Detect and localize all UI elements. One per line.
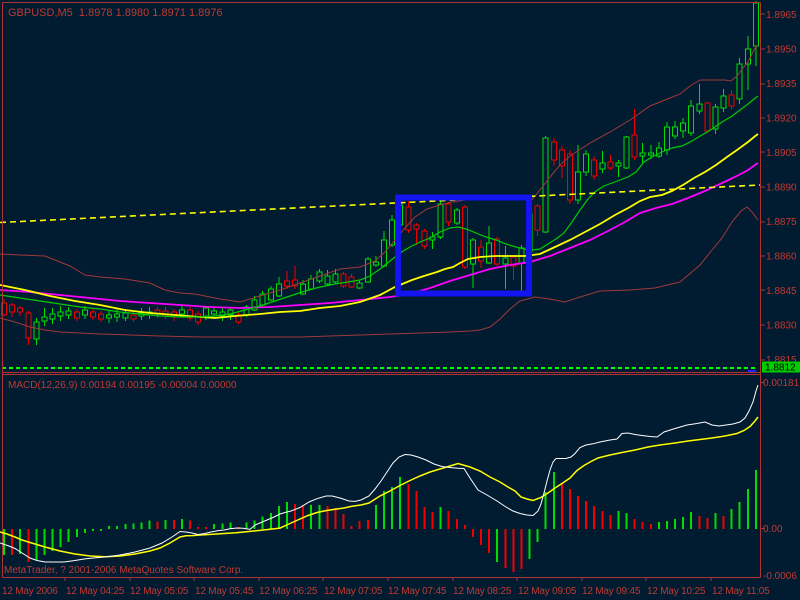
svg-text:1.8830: 1.8830 bbox=[766, 321, 797, 332]
svg-text:0.00181: 0.00181 bbox=[763, 378, 800, 389]
svg-text:12 May 11:05: 12 May 11:05 bbox=[712, 586, 770, 597]
svg-text:1.8875: 1.8875 bbox=[766, 217, 797, 228]
svg-text:12 May 06:25: 12 May 06:25 bbox=[259, 586, 318, 597]
svg-text:0.00: 0.00 bbox=[763, 524, 783, 535]
svg-text:12 May 07:45: 12 May 07:45 bbox=[388, 586, 447, 597]
svg-text:12 May 09:05: 12 May 09:05 bbox=[518, 586, 577, 597]
svg-text:12 May 05:45: 12 May 05:45 bbox=[195, 586, 254, 597]
svg-text:GBPUSD,M5 1.8978 1.8980 1.897: GBPUSD,M5 1.8978 1.8980 1.8971 1.8976 bbox=[8, 7, 223, 19]
svg-text:12 May 07:05: 12 May 07:05 bbox=[324, 586, 383, 597]
svg-text:MACD(12,26,9) 0.00194 0.00195: MACD(12,26,9) 0.00194 0.00195 -0.00004 0… bbox=[8, 380, 237, 391]
svg-text:12 May 04:25: 12 May 04:25 bbox=[66, 586, 125, 597]
svg-text:12 May 2006: 12 May 2006 bbox=[2, 586, 58, 597]
svg-text:12 May 05:05: 12 May 05:05 bbox=[130, 586, 189, 597]
svg-text:12 May 10:25: 12 May 10:25 bbox=[647, 586, 706, 597]
svg-text:-0.0006: -0.0006 bbox=[763, 571, 797, 582]
svg-text:1.8950: 1.8950 bbox=[766, 45, 797, 56]
svg-text:12 May 09:45: 12 May 09:45 bbox=[582, 586, 641, 597]
svg-text:1.8920: 1.8920 bbox=[766, 114, 797, 125]
svg-text:1.8905: 1.8905 bbox=[766, 148, 797, 159]
svg-text:1.8965: 1.8965 bbox=[766, 10, 797, 21]
svg-text:1.8815: 1.8815 bbox=[766, 355, 797, 366]
svg-text:1.8890: 1.8890 bbox=[766, 183, 797, 194]
svg-text:12 May 08:25: 12 May 08:25 bbox=[453, 586, 512, 597]
svg-text:1.8860: 1.8860 bbox=[766, 252, 797, 263]
svg-text:1.8935: 1.8935 bbox=[766, 79, 797, 90]
svg-text:1.8845: 1.8845 bbox=[766, 286, 797, 297]
svg-text:1.8812: 1.8812 bbox=[765, 363, 796, 374]
svg-text:MetaTrader, ? 2001-2006 MetaQu: MetaTrader, ? 2001-2006 MetaQuotes Softw… bbox=[4, 565, 243, 576]
